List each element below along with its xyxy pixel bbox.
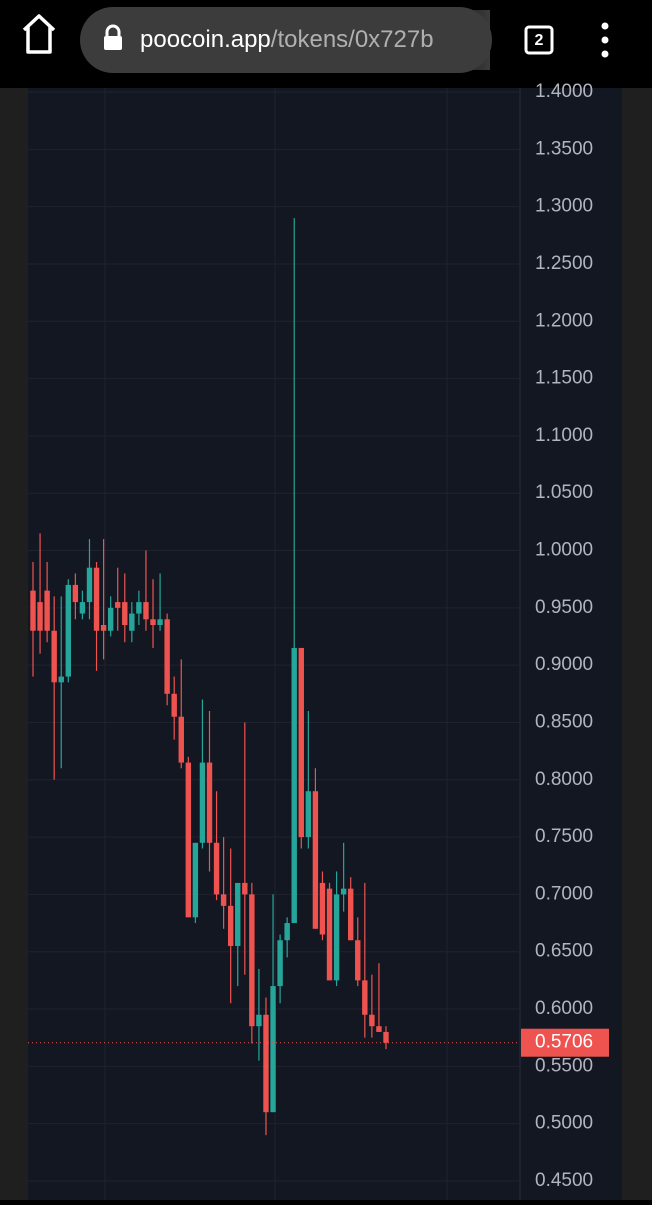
url-bar[interactable] [80, 7, 492, 73]
candle-body [185, 762, 192, 918]
y-tick-label: 1.0500 [535, 482, 593, 503]
candle-body [192, 842, 199, 918]
y-tick-label: 0.9000 [535, 654, 593, 675]
candle-body [100, 625, 107, 631]
price-tag [521, 1028, 609, 1057]
y-tick-label: 0.7000 [535, 883, 593, 904]
candle-body [362, 980, 368, 1015]
candle-body [312, 791, 319, 929]
candle-body [37, 602, 43, 631]
candle-body [86, 567, 93, 603]
candle-body [227, 905, 234, 946]
candle-body [72, 584, 79, 603]
lock-icon [104, 36, 122, 50]
plot: 0.4500 0.5000 0.5500 0.6000 0.6500 0.7000 0.75… [28, 81, 609, 1191]
candle-body [242, 882, 248, 895]
y-tick-label: 0.5500 [535, 1055, 593, 1076]
candle-body [65, 584, 71, 677]
y-tick-label: 0.8500 [535, 711, 593, 732]
chart-area [28, 88, 622, 1200]
url-fade [430, 10, 490, 70]
y-tick-label: 0.8000 [535, 769, 593, 790]
y-tick-label: 1.4000 [535, 81, 593, 102]
y-tick-label: 1.3000 [535, 196, 593, 217]
y-tick-label: 1.2000 [535, 310, 593, 331]
menu-dot[interactable] [601, 22, 609, 30]
candle-body [30, 590, 36, 631]
candle-body [340, 888, 347, 895]
candle-body [270, 986, 276, 1113]
y-tick-label: 0.4500 [535, 1170, 593, 1191]
candle-body [383, 1031, 389, 1043]
y-tick-label: 0.6500 [535, 941, 593, 962]
candle-body [249, 894, 255, 1027]
candle-body [164, 619, 170, 694]
url-text: poocoin.app/tokens/0x727b [140, 26, 434, 53]
candle-body [51, 630, 57, 683]
candle-body [150, 619, 156, 626]
candle-body [355, 940, 361, 981]
candle-body [256, 1014, 262, 1027]
y-tick-label: 0.9500 [535, 597, 593, 618]
y-tick-label: 1.1500 [535, 368, 593, 389]
candle-body [107, 607, 114, 631]
url-path: /tokens/0x727b [271, 26, 434, 53]
home-button[interactable] [22, 14, 56, 54]
lock-shackle [105, 24, 121, 37]
y-tick-label: 0.5000 [535, 1113, 593, 1134]
candle-body [305, 791, 312, 838]
y-tick-label: 0.7500 [535, 826, 593, 847]
candle-body [277, 940, 283, 987]
candle-body [58, 676, 64, 683]
url-host: poocoin.app [140, 26, 271, 53]
candle-body [263, 1014, 269, 1113]
candle-body [213, 842, 220, 895]
candle-body [129, 613, 135, 631]
y-tick-label: 1.2500 [535, 253, 593, 274]
tabs-button[interactable] [524, 25, 554, 55]
y-tick-label: 1.0000 [535, 540, 593, 561]
candle-body [143, 602, 149, 620]
candle-body [206, 762, 213, 843]
candle-body [122, 602, 128, 626]
candle-body [79, 602, 86, 614]
price-label: 0.5706 [535, 1032, 593, 1053]
menu-dot[interactable] [601, 36, 609, 44]
candle-body [348, 888, 354, 941]
candle-body [171, 693, 177, 717]
candle-body [93, 567, 100, 631]
candle-body [376, 1026, 382, 1032]
candle-body [136, 602, 142, 614]
y-tick-label: 0.6000 [535, 998, 593, 1019]
y-tick-label: 1.3500 [535, 138, 593, 159]
candle-body [291, 647, 297, 924]
candle-body [333, 894, 340, 981]
y-tick-label: 1.1000 [535, 425, 593, 446]
candle-body [199, 762, 206, 843]
candle-body [115, 602, 121, 608]
tab-count: 2 [535, 32, 544, 49]
candle-body [319, 882, 326, 935]
candle-body [178, 716, 184, 763]
candle-body [235, 882, 241, 946]
candle-body [298, 647, 304, 838]
candle-body [369, 1014, 375, 1027]
candle-body [326, 888, 333, 981]
candle-body [157, 619, 163, 626]
menu-dot[interactable] [601, 50, 609, 58]
candle-body [220, 894, 227, 906]
candle-body [44, 590, 50, 631]
candle-body [284, 923, 290, 941]
